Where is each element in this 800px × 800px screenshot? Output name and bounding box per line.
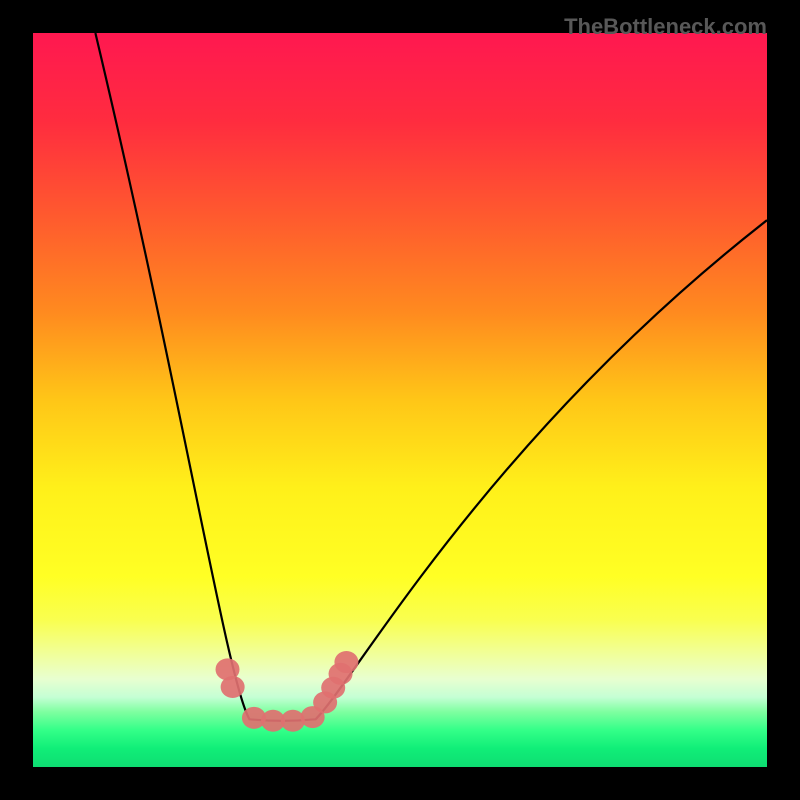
curve-marker <box>281 710 305 732</box>
plot-svg <box>33 33 767 767</box>
gradient-background <box>33 33 767 767</box>
curve-marker <box>221 676 245 698</box>
plot-area <box>33 33 767 767</box>
watermark-text: TheBottleneck.com <box>564 14 767 40</box>
curve-marker <box>334 651 358 673</box>
